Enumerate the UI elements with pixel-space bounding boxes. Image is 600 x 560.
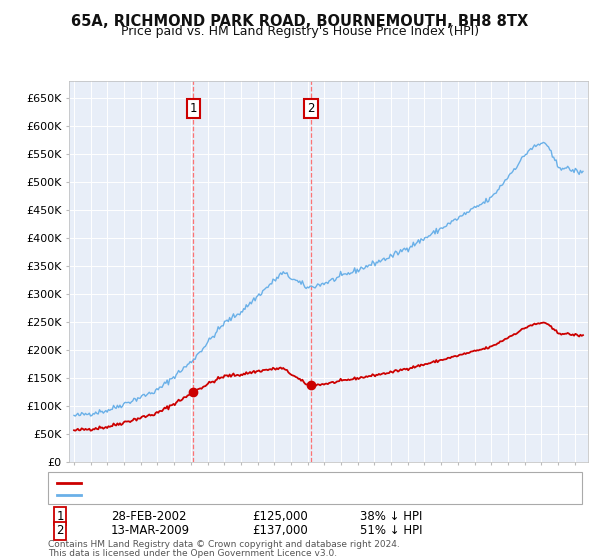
- Text: 2: 2: [56, 524, 64, 538]
- Text: £125,000: £125,000: [252, 510, 308, 523]
- Text: 1: 1: [190, 101, 197, 115]
- Text: 1: 1: [56, 510, 64, 523]
- Text: This data is licensed under the Open Government Licence v3.0.: This data is licensed under the Open Gov…: [48, 549, 337, 558]
- Text: Price paid vs. HM Land Registry's House Price Index (HPI): Price paid vs. HM Land Registry's House …: [121, 25, 479, 38]
- Text: HPI: Average price, detached house, Bournemouth Christchurch and Poole: HPI: Average price, detached house, Bour…: [87, 491, 475, 500]
- Text: 2: 2: [307, 101, 315, 115]
- Text: 28-FEB-2002: 28-FEB-2002: [111, 510, 187, 523]
- Text: 38% ↓ HPI: 38% ↓ HPI: [360, 510, 422, 523]
- Text: Contains HM Land Registry data © Crown copyright and database right 2024.: Contains HM Land Registry data © Crown c…: [48, 540, 400, 549]
- Text: 65A, RICHMOND PARK ROAD, BOURNEMOUTH, BH8 8TX: 65A, RICHMOND PARK ROAD, BOURNEMOUTH, BH…: [71, 14, 529, 29]
- Text: 13-MAR-2009: 13-MAR-2009: [111, 524, 190, 538]
- Text: 65A, RICHMOND PARK ROAD, BOURNEMOUTH, BH8 8TX (detached house): 65A, RICHMOND PARK ROAD, BOURNEMOUTH, BH…: [87, 478, 471, 488]
- Text: £137,000: £137,000: [252, 524, 308, 538]
- Text: 51% ↓ HPI: 51% ↓ HPI: [360, 524, 422, 538]
